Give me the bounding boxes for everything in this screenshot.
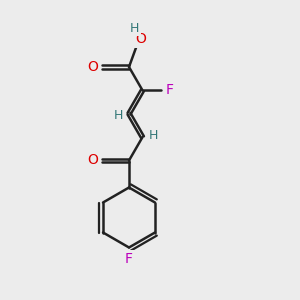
Text: H: H xyxy=(130,22,139,34)
Text: F: F xyxy=(166,83,174,98)
Text: H: H xyxy=(148,129,158,142)
Text: O: O xyxy=(88,60,98,74)
Text: O: O xyxy=(135,32,146,46)
Text: O: O xyxy=(87,154,98,167)
Text: F: F xyxy=(125,252,133,266)
Text: H: H xyxy=(114,109,123,122)
